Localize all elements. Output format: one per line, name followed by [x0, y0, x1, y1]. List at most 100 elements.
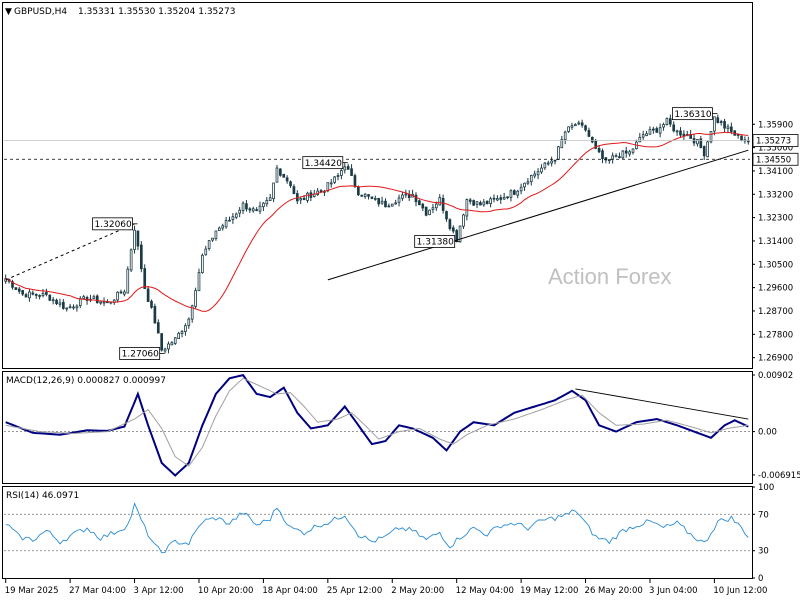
- price-tick-label: 1.31400: [758, 237, 793, 247]
- candle-body: [465, 199, 469, 217]
- candle-body: [45, 292, 48, 295]
- candle-body: [455, 230, 459, 242]
- candle-body: [509, 190, 513, 198]
- time-tick-label: 19 May 12:00: [520, 586, 578, 596]
- candle-body: [201, 254, 204, 274]
- candle-body: [340, 170, 343, 176]
- candle-body: [184, 325, 187, 332]
- candle-body: [746, 140, 750, 143]
- axis-layer: 1.35900 1.35000 1.34100 1.33200 1.32300 1.314…: [5, 120, 800, 596]
- candle-body: [546, 162, 550, 165]
- candle-body: [272, 182, 275, 200]
- candle-body: [282, 173, 286, 178]
- price-tick-label: 1.29600: [758, 284, 793, 294]
- candle-body: [621, 150, 625, 159]
- candle-body: [51, 299, 55, 302]
- candle-body: [373, 197, 377, 200]
- candle-body: [78, 298, 82, 306]
- candle-body: [194, 290, 197, 307]
- candle-body: [129, 249, 133, 271]
- candle-body: [377, 197, 381, 205]
- candle-body: [279, 168, 282, 176]
- candle-body: [370, 196, 374, 199]
- candle-body: [390, 203, 394, 207]
- candle-body: [319, 190, 323, 192]
- macd-tick-label: -0.006915: [758, 471, 800, 481]
- candle-body: [492, 197, 496, 200]
- candle-body: [584, 125, 587, 131]
- candle-body: [597, 147, 601, 153]
- candle-body: [424, 206, 428, 216]
- candle-body: [255, 209, 258, 212]
- candle-body: [699, 138, 703, 148]
- candle-body: [431, 207, 435, 210]
- candle-body: [126, 268, 130, 294]
- candle-body: [329, 182, 333, 185]
- price-tick-label: 1.30500: [758, 260, 793, 270]
- macd-panel: [2, 371, 753, 484]
- candle-body: [472, 200, 475, 206]
- price-tick-label: 1.35900: [758, 120, 793, 130]
- price-panel: [2, 2, 753, 369]
- candle-body: [672, 124, 676, 132]
- candle-body: [438, 197, 442, 206]
- candle-body: [116, 291, 119, 301]
- candle-body: [31, 292, 35, 295]
- candle-body: [234, 213, 238, 218]
- candle-body: [85, 297, 89, 301]
- support-level-label: 1.34550: [756, 155, 791, 165]
- rsi-panel: [2, 486, 753, 579]
- candle-body: [150, 300, 153, 308]
- candle-body: [702, 146, 706, 157]
- time-tick-label: 26 May 20:00: [585, 586, 643, 596]
- candle-body: [543, 162, 547, 169]
- candle-body: [696, 139, 699, 145]
- time-tick-label: 27 Mar 04:00: [69, 586, 126, 596]
- ohlc-values: 1.35331 1.35530 1.35204 1.35273: [78, 7, 235, 17]
- time-tick-label: 3 Apr 12:00: [134, 586, 184, 596]
- current-price-box: [752, 134, 799, 147]
- price-trendline[interactable]: [5, 223, 135, 281]
- time-tick-label: 3 Jun 04:00: [649, 586, 698, 596]
- candle-body: [136, 230, 140, 247]
- candle-body: [387, 205, 391, 208]
- moving-average-line: [5, 131, 749, 312]
- candle-body: [163, 348, 167, 352]
- macd-tick-label: 0.00902: [758, 371, 793, 381]
- candle-body: [414, 194, 418, 203]
- rsi-tick-label: 30: [758, 547, 769, 557]
- candle-body: [516, 190, 520, 196]
- candle-body: [648, 129, 652, 135]
- macd-trendline[interactable]: [575, 388, 749, 420]
- rsi-tick-label: 100: [758, 483, 774, 493]
- candle-body: [265, 199, 269, 205]
- candle-body: [665, 118, 669, 125]
- rsi-line: [5, 502, 749, 554]
- candle-body: [740, 135, 743, 141]
- candle-body: [713, 116, 716, 132]
- candle-body: [709, 131, 713, 143]
- candle-body: [533, 173, 537, 177]
- candle-body: [28, 291, 31, 299]
- time-tick-label: 12 May 04:00: [456, 586, 514, 596]
- candle-body: [668, 118, 672, 125]
- time-tick-label: 10 Apr 20:00: [198, 586, 253, 596]
- candle-body: [68, 306, 72, 309]
- candle-body: [258, 205, 262, 212]
- candle-body: [214, 230, 218, 240]
- candle-body: [275, 167, 279, 183]
- candle-body: [92, 296, 96, 299]
- candle-body: [614, 155, 618, 158]
- current-price-label: 1.35273: [756, 137, 791, 147]
- candle-body: [380, 200, 384, 204]
- candle-body: [401, 194, 404, 199]
- time-tick-label: 18 Apr 04:00: [262, 586, 317, 596]
- candle-body: [177, 332, 180, 340]
- price-trendline[interactable]: [327, 149, 749, 281]
- candle-body: [245, 203, 248, 210]
- price-tick-label: 1.28700: [758, 307, 793, 317]
- macd-title: MACD(12,26,9) 0.000827 0.000997: [6, 376, 166, 386]
- candle-body: [601, 150, 604, 159]
- candle-body: [590, 136, 594, 143]
